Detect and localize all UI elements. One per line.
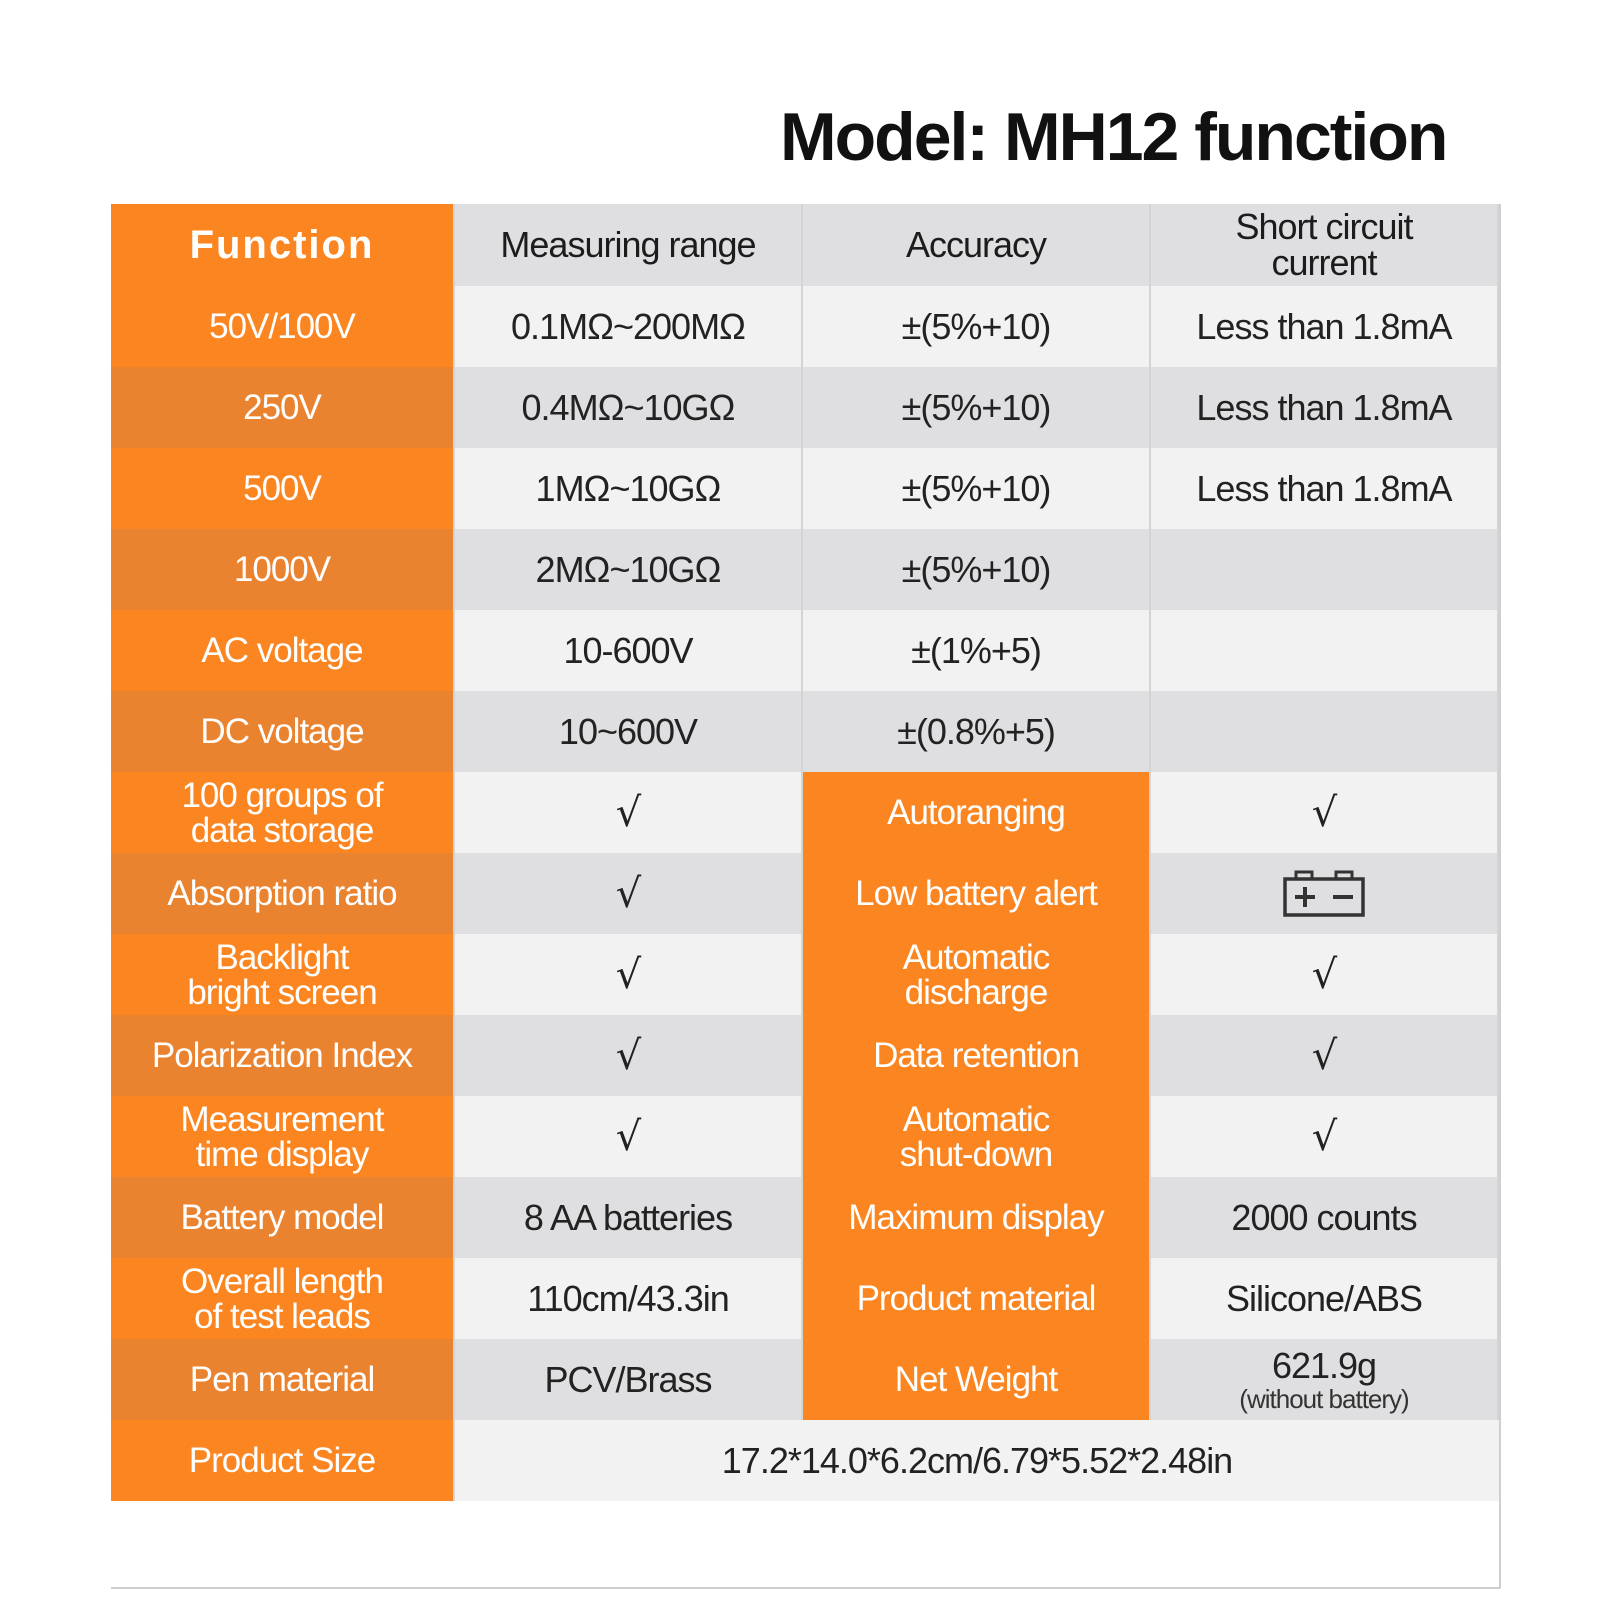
feature-label-line-1: Pen material bbox=[189, 1360, 375, 1399]
feature-label-line-1: Product material bbox=[856, 1279, 1097, 1318]
feature-label: Maximum display bbox=[803, 1177, 1151, 1258]
header-short-circuit-current: Short circuit current bbox=[1151, 204, 1499, 286]
feature-label: 100 groups of data storage bbox=[111, 772, 455, 853]
measuring-range-value: 2MΩ~10GΩ bbox=[455, 529, 803, 610]
function-label: 1000V bbox=[111, 529, 455, 610]
feature-label: Backlight bright screen bbox=[111, 934, 455, 1015]
feature-label-line-1: Battery model bbox=[180, 1198, 385, 1237]
feature-label-line-1: Polarization Index bbox=[151, 1036, 413, 1075]
feature-label: Automatic shut-down bbox=[803, 1096, 1151, 1177]
battery-icon bbox=[1283, 870, 1365, 917]
feature-value-text: Silicone/ABS bbox=[1225, 1277, 1423, 1319]
feature-value: √ bbox=[455, 1096, 803, 1177]
feature-value: Silicone/ABS bbox=[1151, 1258, 1499, 1339]
feature-label: Data retention bbox=[803, 1015, 1151, 1096]
feature-label-line-2: discharge bbox=[904, 972, 1049, 1012]
short-circuit-current-value bbox=[1151, 691, 1499, 772]
feature-value-text: √ bbox=[1311, 1032, 1337, 1079]
feature-value-text: 621.9g bbox=[1271, 1344, 1377, 1386]
feature-value: √ bbox=[455, 934, 803, 1015]
feature-label-line-1: Backlight bbox=[215, 937, 349, 977]
header-accuracy: Accuracy bbox=[803, 204, 1151, 286]
short-circuit-current-value: Less than 1.8mA bbox=[1151, 448, 1499, 529]
feature-label-line-1: Overall length bbox=[181, 1261, 384, 1301]
feature-label: Net Weight bbox=[803, 1339, 1151, 1420]
feature-label: Product material bbox=[803, 1258, 1151, 1339]
feature-value: 2000 counts bbox=[1151, 1177, 1499, 1258]
feature-label: Battery model bbox=[111, 1177, 455, 1258]
header-measuring-range: Measuring range bbox=[455, 204, 803, 286]
feature-label-line-1: Data retention bbox=[873, 1036, 1080, 1075]
accuracy-value: ±(5%+10) bbox=[803, 286, 1151, 367]
feature-label: Polarization Index bbox=[111, 1015, 455, 1096]
feature-value-text: √ bbox=[1311, 951, 1337, 998]
feature-value: √ bbox=[1151, 1096, 1499, 1177]
feature-label: Autoranging bbox=[803, 772, 1151, 853]
feature-label-line-1: Automatic bbox=[902, 1099, 1051, 1139]
feature-label-line-1: Net Weight bbox=[894, 1360, 1058, 1399]
function-label: 250V bbox=[111, 367, 455, 448]
feature-label-line-1: Automatic bbox=[902, 937, 1051, 977]
page-title: Model: MH12 function bbox=[780, 99, 1448, 175]
feature-label: Low battery alert bbox=[803, 853, 1151, 934]
feature-value: √ bbox=[455, 853, 803, 934]
measuring-range-value: 0.1MΩ~200MΩ bbox=[455, 286, 803, 367]
feature-label-line-2: time display bbox=[195, 1134, 370, 1174]
feature-label-line-2: bright screen bbox=[187, 972, 377, 1012]
measuring-range-value: 0.4MΩ~10GΩ bbox=[455, 367, 803, 448]
feature-label-line-1: Autoranging bbox=[887, 793, 1066, 832]
spec-table: Function Measuring range Accuracy Short … bbox=[111, 204, 1501, 1589]
feature-value: 110cm/43.3in bbox=[455, 1258, 803, 1339]
short-circuit-current-value: Less than 1.8mA bbox=[1151, 367, 1499, 448]
function-label: DC voltage bbox=[111, 691, 455, 772]
feature-label-line-1: Maximum display bbox=[848, 1198, 1104, 1237]
function-label: 500V bbox=[111, 448, 455, 529]
feature-label: Pen material bbox=[111, 1339, 455, 1420]
feature-label: Overall length of test leads bbox=[111, 1258, 455, 1339]
feature-label: Automatic discharge bbox=[803, 934, 1151, 1015]
feature-value: 8 AA batteries bbox=[455, 1177, 803, 1258]
feature-value-note: (without battery) bbox=[1239, 1383, 1409, 1414]
function-label: AC voltage bbox=[111, 610, 455, 691]
accuracy-value: ±(5%+10) bbox=[803, 448, 1151, 529]
short-circuit-current-value bbox=[1151, 529, 1499, 610]
feature-value: PCV/Brass bbox=[455, 1339, 803, 1420]
measuring-range-value: 1MΩ~10GΩ bbox=[455, 448, 803, 529]
feature-label-line-1: 100 groups of bbox=[181, 775, 383, 815]
feature-label: Absorption ratio bbox=[111, 853, 455, 934]
header-short-circuit-line-1: Short circuit bbox=[1235, 206, 1413, 247]
feature-value: √ bbox=[455, 772, 803, 853]
function-label: 50V/100V bbox=[111, 286, 455, 367]
feature-value: √ bbox=[1151, 1015, 1499, 1096]
feature-value-text: 2000 counts bbox=[1231, 1196, 1417, 1238]
feature-value: √ bbox=[1151, 934, 1499, 1015]
product-size-label: Product Size bbox=[111, 1420, 455, 1501]
feature-label-line-2: of test leads bbox=[194, 1296, 371, 1336]
feature-value: √ bbox=[455, 1015, 803, 1096]
accuracy-value: ±(5%+10) bbox=[803, 367, 1151, 448]
accuracy-value: ±(1%+5) bbox=[803, 610, 1151, 691]
feature-value bbox=[1151, 853, 1499, 934]
feature-value: 621.9g (without battery) bbox=[1151, 1339, 1499, 1420]
header-short-circuit-line-2: current bbox=[1271, 242, 1377, 283]
feature-label-line-2: data storage bbox=[190, 810, 375, 850]
accuracy-value: ±(0.8%+5) bbox=[803, 691, 1151, 772]
measuring-range-value: 10-600V bbox=[455, 610, 803, 691]
feature-value-text: √ bbox=[1311, 1113, 1337, 1160]
feature-label-line-1: Measurement bbox=[180, 1099, 385, 1139]
feature-value: √ bbox=[1151, 772, 1499, 853]
accuracy-value: ±(5%+10) bbox=[803, 529, 1151, 610]
short-circuit-current-value: Less than 1.8mA bbox=[1151, 286, 1499, 367]
product-size-value: 17.2*14.0*6.2cm/6.79*5.52*2.48in bbox=[455, 1420, 1499, 1501]
feature-label-line-1: Absorption ratio bbox=[167, 874, 397, 913]
feature-label: Measurement time display bbox=[111, 1096, 455, 1177]
feature-label-line-1: Low battery alert bbox=[855, 874, 1098, 913]
header-function: Function bbox=[111, 204, 455, 286]
feature-value-text: √ bbox=[1311, 789, 1337, 836]
feature-label-line-2: shut-down bbox=[899, 1134, 1053, 1174]
short-circuit-current-value bbox=[1151, 610, 1499, 691]
measuring-range-value: 10~600V bbox=[455, 691, 803, 772]
